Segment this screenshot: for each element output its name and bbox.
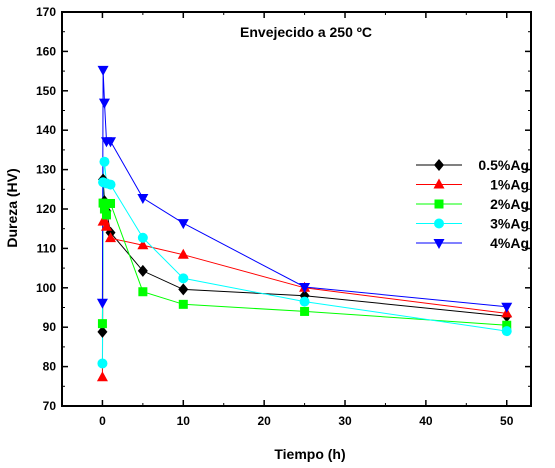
- y-tick-label: 120: [36, 202, 56, 216]
- y-tick-label: 160: [36, 44, 56, 58]
- data-point: [137, 239, 149, 250]
- data-point: [137, 193, 149, 204]
- data-point: [178, 273, 189, 284]
- data-point: [501, 326, 512, 337]
- plot-frame: [61, 11, 532, 407]
- legend-label: 0.5%Ag: [478, 157, 529, 173]
- y-tick-label: 70: [43, 399, 57, 413]
- data-point: [100, 220, 112, 231]
- legend-marker: [434, 159, 444, 171]
- legend-marker: [433, 178, 445, 189]
- y-tick-label: 170: [36, 5, 56, 19]
- data-point: [501, 302, 513, 313]
- data-point: [106, 198, 116, 208]
- x-tick-label: 50: [500, 414, 514, 428]
- data-point: [502, 320, 512, 330]
- y-tick-label: 100: [36, 281, 56, 295]
- y-tick-label: 130: [36, 163, 56, 177]
- legend-label: 1%Ag: [490, 177, 529, 193]
- data-point: [97, 319, 107, 329]
- x-tick-label: 30: [338, 414, 352, 428]
- data-point: [177, 248, 189, 259]
- series-line: [101, 161, 507, 364]
- data-point: [178, 283, 189, 296]
- y-tick-label: 80: [43, 360, 57, 374]
- data-point: [299, 296, 310, 307]
- series-line: [101, 202, 507, 326]
- x-tick-label: 0: [99, 414, 106, 428]
- data-point: [96, 298, 108, 309]
- x-axis-label: Tiempo (h): [274, 446, 345, 462]
- data-point: [98, 198, 108, 208]
- data-point: [99, 156, 110, 167]
- data-point: [97, 65, 109, 76]
- data-point: [300, 306, 310, 316]
- data-point: [137, 232, 148, 243]
- chart-title: Envejecido a 250 ºC: [240, 24, 372, 40]
- y-tick-label: 90: [43, 320, 57, 334]
- x-tick-label: 40: [419, 414, 433, 428]
- data-point: [97, 325, 108, 338]
- data-point: [99, 204, 109, 214]
- y-tick-label: 150: [36, 84, 56, 98]
- x-tick-label: 20: [257, 414, 271, 428]
- data-point: [97, 358, 108, 369]
- y-tick-label: 140: [36, 123, 56, 137]
- data-point: [299, 283, 311, 294]
- legend-marker: [434, 218, 444, 229]
- y-tick-label: 110: [37, 241, 57, 255]
- data-point: [178, 299, 188, 309]
- data-point: [96, 371, 108, 382]
- data-point: [105, 179, 116, 190]
- legend-label: 3%Ag: [490, 216, 529, 232]
- data-point: [138, 287, 148, 297]
- data-point: [177, 219, 189, 230]
- data-point: [98, 98, 110, 109]
- y-axis-label: Dureza (HV): [4, 168, 20, 247]
- data-point: [105, 137, 117, 148]
- series-line: [101, 69, 507, 308]
- legend-marker: [434, 199, 444, 209]
- legend-marker: [433, 239, 445, 249]
- data-point: [137, 264, 148, 277]
- x-tick-label: 10: [177, 414, 191, 428]
- legend-label: 2%Ag: [490, 196, 529, 212]
- data-point: [101, 210, 111, 220]
- legend-label: 4%Ag: [490, 235, 529, 251]
- data-point: [105, 232, 117, 243]
